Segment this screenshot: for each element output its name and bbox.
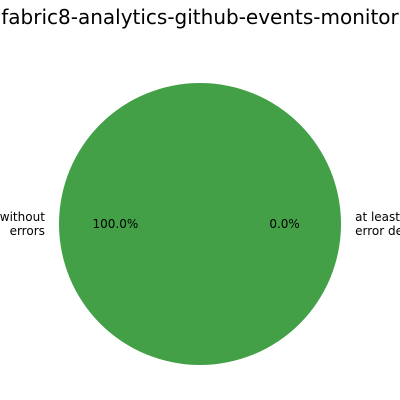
pie-pct-label: 100.0% xyxy=(93,217,139,231)
pie-category-label: without errors xyxy=(0,210,45,238)
chart-title: fabric8-analytics-github-events-monitor xyxy=(1,5,399,29)
pie-category-label: at least error de xyxy=(355,210,400,238)
pie-slices xyxy=(59,83,341,365)
pie-labels: 100.0% without errors 0.0% at least error de xyxy=(0,210,400,238)
pie-pct-label: 0.0% xyxy=(269,217,300,231)
pie-slice-without-errors xyxy=(59,83,341,365)
